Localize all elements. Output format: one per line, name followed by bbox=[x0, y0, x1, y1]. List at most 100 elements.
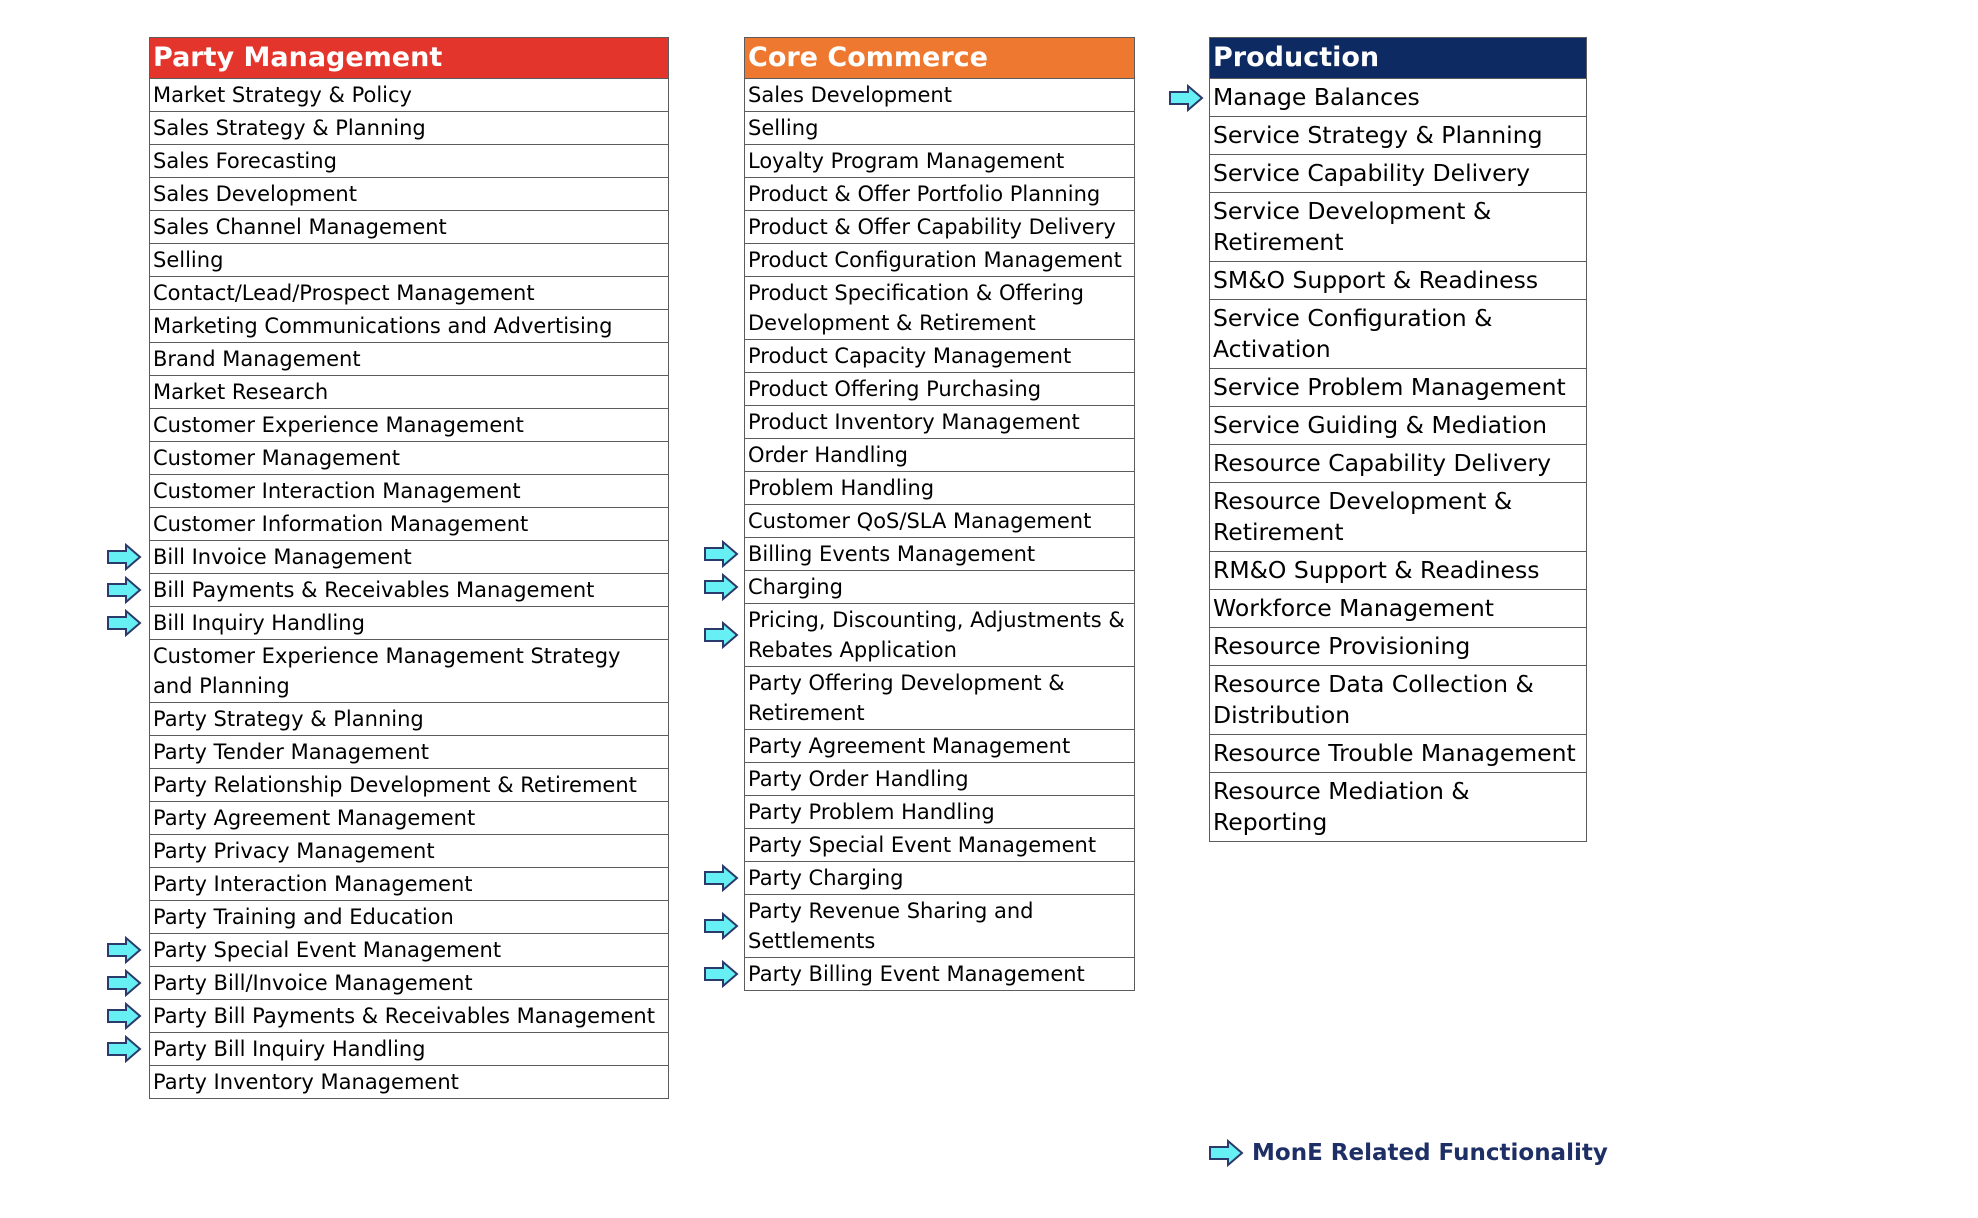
list-item: Customer Experience Management Strategy … bbox=[150, 640, 668, 703]
list-item: Customer QoS/SLA Management bbox=[745, 505, 1134, 538]
list-item: Loyalty Program Management bbox=[745, 145, 1134, 178]
right-arrow-icon bbox=[106, 936, 142, 964]
list-item-label: Party Charging bbox=[748, 866, 904, 890]
list-item: RM&O Support & Readiness bbox=[1210, 552, 1586, 590]
list-item-label: Resource Trouble Management bbox=[1213, 739, 1576, 767]
right-arrow-icon bbox=[1208, 1139, 1244, 1167]
right-arrow-icon bbox=[106, 969, 142, 997]
list-item-label: Party Order Handling bbox=[748, 767, 969, 791]
list-item-label: Resource Data Collection & Distribution bbox=[1213, 670, 1534, 729]
list-item: Party Agreement Management bbox=[150, 802, 668, 835]
list-item-label: Customer Information Management bbox=[153, 512, 529, 536]
list-item-label: Service Capability Delivery bbox=[1213, 159, 1531, 187]
list-item-label: Product Configuration Management bbox=[748, 248, 1122, 272]
list-item: Resource Provisioning bbox=[1210, 628, 1586, 666]
panel-title: Core Commerce bbox=[745, 38, 1134, 79]
list-item-label: Customer Experience Management bbox=[153, 413, 524, 437]
list-item: Party Interaction Management bbox=[150, 868, 668, 901]
list-item: Service Guiding & Mediation bbox=[1210, 407, 1586, 445]
list-item-label: Resource Provisioning bbox=[1213, 632, 1471, 660]
list-item: Market Research bbox=[150, 376, 668, 409]
list-item: Party Problem Handling bbox=[745, 796, 1134, 829]
list-item-label: Order Handling bbox=[748, 443, 908, 467]
list-item-label: Party Training and Education bbox=[153, 905, 454, 929]
list-item: Party Billing Event Management bbox=[745, 958, 1134, 990]
list-item: Sales Strategy & Planning bbox=[150, 112, 668, 145]
list-item-label: Product Offering Purchasing bbox=[748, 377, 1042, 401]
list-item: SM&O Support & Readiness bbox=[1210, 262, 1586, 300]
list-item: Party Privacy Management bbox=[150, 835, 668, 868]
list-item: Resource Mediation & Reporting bbox=[1210, 773, 1586, 841]
list-item: Sales Development bbox=[745, 79, 1134, 112]
list-item: Sales Development bbox=[150, 178, 668, 211]
list-item-label: Selling bbox=[153, 248, 224, 272]
list-item-label: Service Guiding & Mediation bbox=[1213, 411, 1548, 439]
list-item: Service Strategy & Planning bbox=[1210, 117, 1586, 155]
list-item-label: Party Revenue Sharing and Settlements bbox=[748, 899, 1034, 953]
list-item: Product Specification & Offering Develop… bbox=[745, 277, 1134, 340]
list-item: Service Problem Management bbox=[1210, 369, 1586, 407]
list-item: Manage Balances bbox=[1210, 79, 1586, 117]
list-item-label: Billing Events Management bbox=[748, 542, 1036, 566]
list-item: Workforce Management bbox=[1210, 590, 1586, 628]
list-item: Party Order Handling bbox=[745, 763, 1134, 796]
list-item: Sales Channel Management bbox=[150, 211, 668, 244]
list-item: Party Relationship Development & Retirem… bbox=[150, 769, 668, 802]
list-item-label: Party Inventory Management bbox=[153, 1070, 459, 1094]
list-item-label: Party Special Event Management bbox=[153, 938, 502, 962]
list-item-label: Bill Payments & Receivables Management bbox=[153, 578, 595, 602]
party-management-list: Market Strategy & Policy Sales Strategy &… bbox=[150, 79, 668, 1098]
list-item: Pricing, Discounting, Adjustments & Reba… bbox=[745, 604, 1134, 667]
list-item-label: Problem Handling bbox=[748, 476, 935, 500]
list-item-label: Customer QoS/SLA Management bbox=[748, 509, 1092, 533]
list-item: Bill Invoice Management bbox=[150, 541, 668, 574]
list-item-label: Party Special Event Management bbox=[748, 833, 1097, 857]
list-item: Product Inventory Management bbox=[745, 406, 1134, 439]
list-item: Party Revenue Sharing and Settlements bbox=[745, 895, 1134, 958]
list-item-label: Customer Management bbox=[153, 446, 401, 470]
list-item-label: Product Capacity Management bbox=[748, 344, 1072, 368]
list-item: Product Capacity Management bbox=[745, 340, 1134, 373]
list-item: Market Strategy & Policy bbox=[150, 79, 668, 112]
list-item: Product & Offer Portfolio Planning bbox=[745, 178, 1134, 211]
list-item: Billing Events Management bbox=[745, 538, 1134, 571]
list-item: Resource Development & Retirement bbox=[1210, 483, 1586, 552]
core-commerce-panel: Core Commerce Sales Development Selling Lo… bbox=[744, 37, 1135, 991]
production-list: Manage Balances Service Strategy & Planni… bbox=[1210, 79, 1586, 841]
list-item-label: Party Bill Inquiry Handling bbox=[153, 1037, 426, 1061]
list-item: Party Agreement Management bbox=[745, 730, 1134, 763]
right-arrow-icon bbox=[106, 1002, 142, 1030]
list-item: Customer Information Management bbox=[150, 508, 668, 541]
list-item-label: Party Billing Event Management bbox=[748, 962, 1085, 986]
list-item-label: Sales Development bbox=[153, 182, 357, 206]
list-item: Party Offering Development & Retirement bbox=[745, 667, 1134, 730]
production-panel: Production Manage Balances Service Strate… bbox=[1209, 37, 1587, 842]
list-item: Selling bbox=[150, 244, 668, 277]
list-item-label: Workforce Management bbox=[1213, 594, 1494, 622]
right-arrow-icon bbox=[106, 609, 142, 637]
list-item: Resource Capability Delivery bbox=[1210, 445, 1586, 483]
list-item-label: Customer Experience Management Strategy … bbox=[153, 644, 621, 698]
list-item: Product Configuration Management bbox=[745, 244, 1134, 277]
list-item-label: Sales Development bbox=[748, 83, 952, 107]
list-item-label: Service Problem Management bbox=[1213, 373, 1566, 401]
list-item: Service Capability Delivery bbox=[1210, 155, 1586, 193]
list-item-label: Product & Offer Capability Delivery bbox=[748, 215, 1116, 239]
right-arrow-icon bbox=[106, 543, 142, 571]
panel-title: Party Management bbox=[150, 38, 668, 79]
list-item-label: Brand Management bbox=[153, 347, 361, 371]
list-item: Party Special Event Management bbox=[745, 829, 1134, 862]
list-item-label: Contact/Lead/Prospect Management bbox=[153, 281, 535, 305]
list-item: Brand Management bbox=[150, 343, 668, 376]
list-item: Product Offering Purchasing bbox=[745, 373, 1134, 406]
list-item-label: Resource Capability Delivery bbox=[1213, 449, 1552, 477]
list-item-label: Party Agreement Management bbox=[153, 806, 476, 830]
list-item: Order Handling bbox=[745, 439, 1134, 472]
list-item: Selling bbox=[745, 112, 1134, 145]
list-item: Service Development & Retirement bbox=[1210, 193, 1586, 262]
list-item: Party Tender Management bbox=[150, 736, 668, 769]
list-item-label: Service Configuration & Activation bbox=[1213, 304, 1493, 363]
right-arrow-icon bbox=[703, 864, 739, 892]
list-item: Party Bill Inquiry Handling bbox=[150, 1033, 668, 1066]
list-item-label: Party Strategy & Planning bbox=[153, 707, 424, 731]
